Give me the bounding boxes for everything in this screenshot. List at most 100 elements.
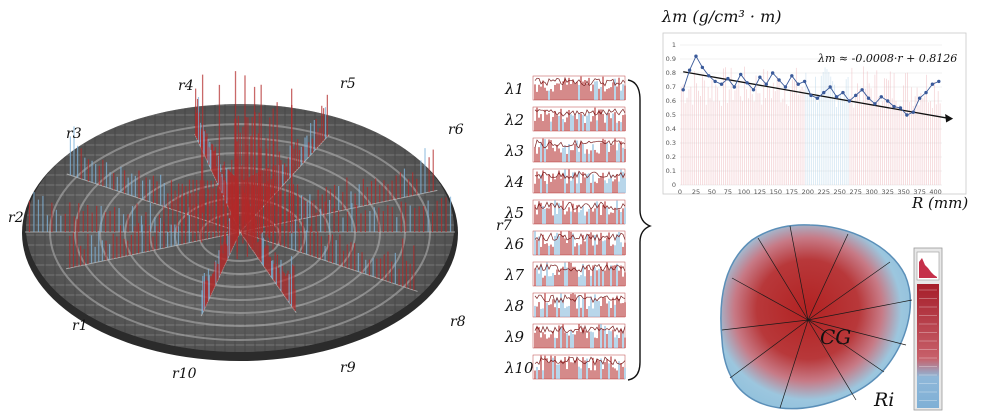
x-tick-label: 350: [897, 188, 909, 196]
x-tick-label: 100: [738, 188, 750, 196]
section-ray: [807, 261, 891, 321]
x-tick-label: 300: [865, 188, 877, 196]
data-point: [860, 88, 864, 92]
x-tick-label: 25: [692, 188, 700, 196]
radial-label: r1: [72, 318, 88, 334]
radial-density-profiles: [28, 71, 452, 315]
data-point: [879, 95, 883, 99]
section-radii: [721, 225, 913, 409]
section-ray: [721, 319, 809, 331]
profile-strip: λ8: [504, 292, 626, 318]
background-bars: [680, 66, 941, 185]
y-tick-label: 0.1: [666, 167, 676, 175]
strip-curve: [534, 232, 626, 242]
section-ray: [807, 233, 849, 321]
section-ray: [729, 319, 809, 379]
x-tick-label: 0: [678, 188, 682, 196]
data-point: [751, 88, 756, 92]
section-ray: [789, 225, 809, 321]
trend-equation: λm ≈ -0.0008·r + 0.8126: [817, 52, 957, 65]
x-tick-label: 275: [850, 188, 862, 196]
series-points: [681, 54, 941, 117]
radial-label: r4: [178, 78, 194, 94]
y-tick-label: 0: [672, 181, 676, 189]
section-ray: [807, 319, 907, 346]
strip-label: λ7: [504, 266, 525, 284]
data-point: [873, 102, 877, 106]
section-ray: [779, 319, 809, 409]
radial-label: r5: [340, 76, 356, 92]
data-point: [783, 85, 788, 89]
data-point: [937, 79, 941, 84]
profile-strip: λ3: [504, 137, 626, 163]
data-point: [687, 68, 692, 72]
x-tick-label: 225: [818, 188, 830, 196]
section-ray: [807, 319, 857, 401]
data-point: [802, 79, 807, 84]
radial-label: r2: [8, 210, 24, 226]
profile-strip: λ10: [504, 354, 626, 380]
radial-label: r7: [496, 218, 512, 234]
x-tick-labels: 0 25 50 75 100 125 150 175 200 225 250 275 300 325 350…: [678, 188, 942, 196]
profile-strips: λ1 λ2 λ3 λ4 λ5 λ6 λ7 λ8 λ9 λ10: [504, 75, 626, 380]
chart-title: λm (g/cm³ · m): [661, 7, 782, 26]
y-tick-label: 0.2: [666, 153, 676, 161]
strip-label: λ6: [504, 235, 525, 253]
profile-strip: λ4: [504, 168, 626, 194]
legend-histogram: [919, 258, 937, 278]
radial-label: r6: [448, 122, 464, 138]
y-tick-label: 0.7: [666, 83, 676, 91]
data-point: [681, 88, 685, 92]
data-point: [822, 90, 826, 95]
profile-strip: λ7: [504, 261, 626, 287]
x-tick-label: 200: [802, 188, 814, 196]
data-point: [777, 78, 781, 82]
legend-color-scale: [917, 284, 939, 408]
data-point: [917, 96, 922, 100]
lambda-line-chart: λm (g/cm³ · m) 0 0.1 0.2 0.3 0.4 0.5 0.6 0.7 0.8…: [661, 7, 968, 212]
data-point: [892, 104, 896, 109]
strip-label: λ2: [504, 111, 524, 129]
data-point: [828, 85, 832, 89]
profile-strip: λ2: [504, 106, 626, 132]
strip-curve: [534, 263, 626, 273]
data-point: [719, 82, 724, 86]
x-tick-label: 375: [913, 188, 925, 196]
data-point: [713, 79, 717, 84]
data-point: [732, 85, 737, 89]
data-point: [809, 93, 813, 98]
section-ray: [807, 319, 885, 373]
centroid-label: CG: [820, 325, 851, 349]
strip-curve: [534, 324, 626, 335]
data-point: [905, 113, 909, 117]
data-point: [847, 99, 852, 103]
section-outline: [720, 224, 912, 410]
profile-strip: λ6: [504, 230, 626, 256]
y-tick-label: 0.9: [666, 55, 676, 63]
section-ray: [731, 277, 809, 321]
strip-label: λ10: [504, 359, 534, 377]
data-point: [815, 96, 820, 100]
radial-label: r10: [172, 366, 197, 382]
data-point: [700, 65, 705, 70]
data-point: [758, 75, 762, 79]
data-point: [898, 106, 903, 110]
profile-strip: λ5: [504, 199, 626, 225]
data-point: [745, 81, 749, 85]
trend-arrow-head: [945, 114, 954, 123]
x-tick-label: 75: [724, 188, 732, 196]
section-ray: [757, 237, 809, 321]
strip-curve: [534, 139, 626, 149]
x-tick-label: 250: [834, 188, 846, 196]
data-point: [726, 76, 730, 81]
y-tick-label: 0.3: [666, 139, 676, 147]
radius-label: Ri: [873, 389, 894, 411]
radial-labels: r1 r2 r3 r4 r5 r6 r7 r8 r9 r10: [8, 76, 512, 382]
strip-label: λ5: [504, 204, 524, 222]
profile-strip: λ1: [504, 75, 626, 101]
x-tick-label: 150: [770, 188, 782, 196]
strip-label: λ8: [504, 297, 524, 315]
data-point: [739, 72, 743, 77]
strip-curve: [534, 170, 626, 180]
